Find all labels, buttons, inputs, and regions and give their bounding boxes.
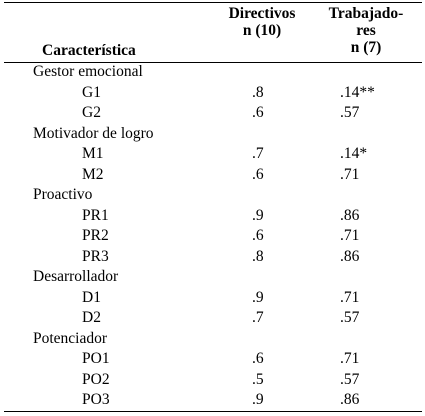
item-code-cell: PR2 xyxy=(82,227,109,244)
trabajadores-value-cell: .14* xyxy=(340,145,368,162)
item-code-cell: M1 xyxy=(82,145,104,162)
group-label: Potenciador xyxy=(33,329,108,347)
column-header-directivos-line: Directivos xyxy=(228,5,296,22)
directivos-value-cell: .8 xyxy=(252,247,264,265)
trabajadores-value-cell: .57 xyxy=(340,104,360,121)
directivos-value-cell: .9 xyxy=(252,288,264,306)
trabajadores-value-cell: .57 xyxy=(340,370,360,388)
table-row: G1 .8 .14** xyxy=(0,83,425,104)
item-code-cell: G2 xyxy=(82,104,101,121)
item-code-cell: PO2 xyxy=(82,370,110,388)
directivos-value-cell: .8 xyxy=(252,83,264,101)
directivos-value-cell: .9 xyxy=(252,206,264,224)
trabajadores-value-cell: .71 xyxy=(340,288,360,306)
table-body: Gestor emocional G1 .8 .14** G2 .6 .57 Motivado… xyxy=(0,62,425,411)
trabajadores-value-cell: .14** xyxy=(340,83,375,101)
trabajadores-value-cell: .86 xyxy=(340,247,360,265)
directivos-value-cell: .6 xyxy=(252,104,264,121)
trabajadores-value-cell: .71 xyxy=(340,350,360,367)
table-bottom-rule xyxy=(4,411,422,412)
item-code-cell: D1 xyxy=(82,288,101,306)
item-code-cell: D2 xyxy=(82,309,101,326)
directivos-value-cell: .5 xyxy=(252,370,264,388)
trabajadores-value-cell: .86 xyxy=(340,391,360,408)
group-row: Motivador de logro xyxy=(0,124,425,145)
column-header-directivos: Directivos n (10) xyxy=(210,5,314,39)
table-row: M2 .6 .71 xyxy=(0,165,425,186)
item-code-cell: M2 xyxy=(82,165,104,183)
trabajadores-value-cell: .86 xyxy=(340,206,360,224)
column-header-trabajadores: Trabajado- res n (7) xyxy=(316,5,416,56)
table-row: PR3 .8 .86 xyxy=(0,247,425,268)
group-label: Desarrollador xyxy=(33,268,119,285)
table-row: M1 .7 .14* xyxy=(0,144,425,165)
table-top-rule xyxy=(4,2,422,3)
group-row: Proactivo xyxy=(0,185,425,206)
group-label: Proactivo xyxy=(33,186,93,203)
group-row: Gestor emocional xyxy=(0,62,425,83)
table-row: G2 .6 .57 xyxy=(0,103,425,124)
directivos-value-cell: .6 xyxy=(252,165,264,183)
table-row: D2 .7 .57 xyxy=(0,308,425,329)
table-row: PO1 .6 .71 xyxy=(0,349,425,370)
table-row: PO3 .9 .86 xyxy=(0,390,425,411)
header-bottom-rule xyxy=(4,62,422,63)
column-header-caracteristica: Característica xyxy=(42,42,136,59)
directivos-value-cell: .6 xyxy=(252,350,264,367)
group-label: Gestor emocional xyxy=(33,63,143,80)
group-row: Potenciador xyxy=(0,329,425,350)
trabajadores-value-cell: .71 xyxy=(340,165,360,183)
column-header-directivos-line: n (10) xyxy=(242,22,282,39)
item-code-cell: PO3 xyxy=(82,391,110,408)
item-code-cell: PR1 xyxy=(82,206,109,224)
column-header-trabajadores-line: res xyxy=(356,22,376,39)
table-row: PO2 .5 .57 xyxy=(0,370,425,391)
item-code-cell: PR3 xyxy=(82,247,109,265)
table-row: PR1 .9 .86 xyxy=(0,206,425,227)
directivos-value-cell: .6 xyxy=(252,227,264,244)
column-header-trabajadores-line: n (7) xyxy=(350,39,382,56)
trabajadores-value-cell: .57 xyxy=(340,309,360,326)
item-code-cell: PO1 xyxy=(82,350,110,367)
directivos-value-cell: .7 xyxy=(252,145,264,162)
table-row: D1 .9 .71 xyxy=(0,288,425,309)
trabajadores-value-cell: .71 xyxy=(340,227,360,244)
item-code-cell: G1 xyxy=(82,83,101,101)
table-row: PR2 .6 .71 xyxy=(0,226,425,247)
group-row: Desarrollador xyxy=(0,267,425,288)
directivos-value-cell: .7 xyxy=(252,309,264,326)
column-header-trabajadores-line: Trabajado- xyxy=(328,5,404,22)
directivos-value-cell: .9 xyxy=(252,391,264,408)
group-label: Motivador de logro xyxy=(33,124,154,142)
